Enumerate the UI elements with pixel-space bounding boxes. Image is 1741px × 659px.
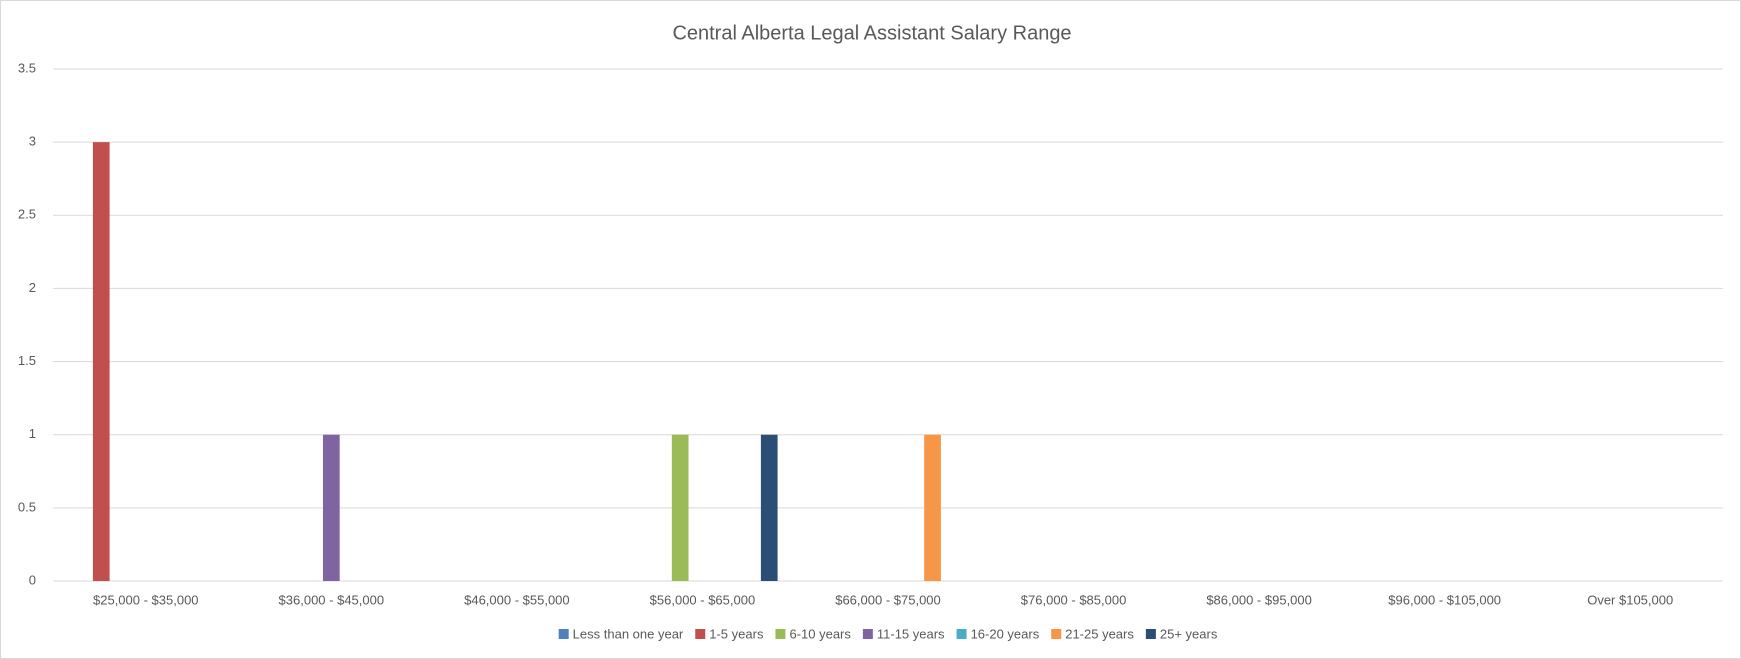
x-tick-label: $66,000 - $75,000 [835, 592, 941, 607]
x-tick-label: $76,000 - $85,000 [1021, 592, 1127, 607]
x-tick-label: Over $105,000 [1587, 592, 1673, 607]
legend-swatch [862, 629, 873, 639]
x-tick-label: $96,000 - $105,000 [1388, 592, 1501, 607]
y-tick-label: 3.5 [18, 60, 36, 75]
x-tick-label: $25,000 - $35,000 [93, 592, 199, 607]
legend-label: 11-15 years [877, 626, 945, 641]
legend-swatch [1051, 629, 1062, 639]
y-tick-label: 1 [29, 426, 36, 441]
legend-swatch [1145, 629, 1156, 639]
legend-swatch [695, 629, 706, 639]
legend-label: 16-20 years [971, 626, 1040, 641]
legend-label: 21-25 years [1065, 626, 1134, 641]
chart-title: Central Alberta Legal Assistant Salary R… [672, 22, 1071, 44]
y-tick-label: 2 [29, 280, 36, 295]
x-tick-label: $56,000 - $65,000 [650, 592, 756, 607]
x-tick-label: $46,000 - $55,000 [464, 592, 570, 607]
legend-label: Less than one year [573, 626, 684, 641]
bar [924, 434, 941, 581]
bar [760, 434, 778, 581]
y-tick-label: 0 [29, 572, 36, 587]
y-tick-label: 1.5 [18, 353, 36, 368]
legend-label: 25+ years [1160, 626, 1218, 641]
legend-swatch [956, 629, 967, 639]
x-tick-label: $86,000 - $95,000 [1206, 592, 1312, 607]
bar [671, 434, 689, 581]
legend-label: 1-5 years [709, 626, 764, 641]
bar [322, 434, 340, 581]
y-tick-label: 3 [29, 134, 36, 149]
y-tick-label: 0.5 [18, 499, 36, 514]
legend-swatch [558, 629, 569, 639]
legend-swatch [775, 629, 786, 639]
x-tick-label: $36,000 - $45,000 [279, 592, 385, 607]
y-tick-label: 2.5 [18, 207, 36, 222]
bar [92, 142, 110, 581]
legend-label: 6-10 years [789, 626, 851, 641]
